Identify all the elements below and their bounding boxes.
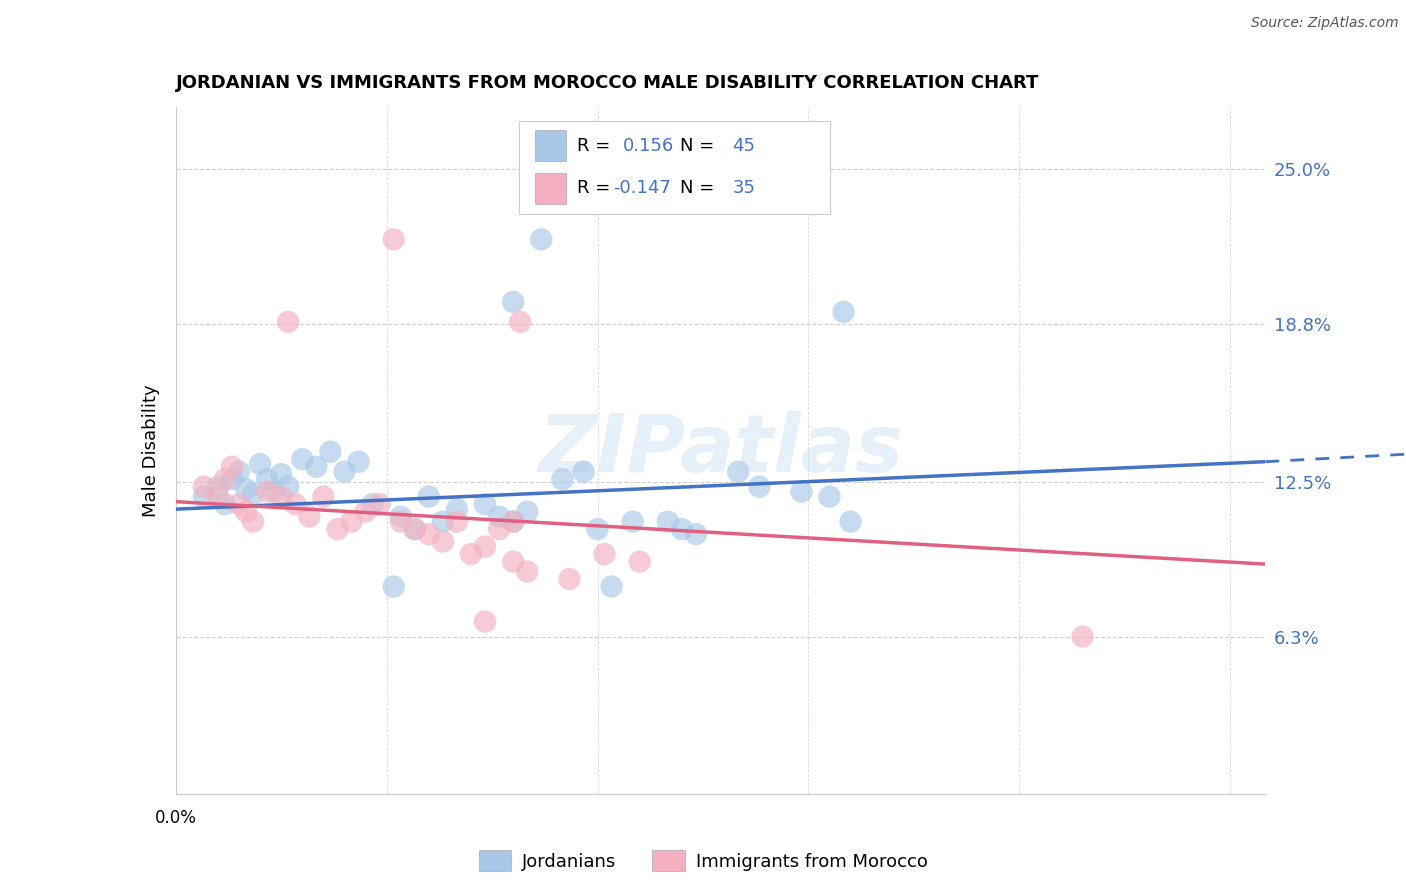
Y-axis label: Male Disability: Male Disability	[142, 384, 160, 516]
Point	[657, 515, 679, 529]
Point	[242, 515, 264, 529]
Point	[382, 232, 405, 246]
Point	[488, 509, 510, 524]
Point	[474, 540, 496, 554]
Point	[382, 580, 405, 594]
FancyBboxPatch shape	[536, 173, 565, 204]
Point	[361, 497, 384, 511]
Text: Source: ZipAtlas.com: Source: ZipAtlas.com	[1251, 16, 1399, 30]
Point	[509, 315, 531, 329]
Point	[530, 232, 553, 246]
Point	[671, 522, 693, 536]
Point	[1071, 630, 1094, 644]
Point	[277, 315, 299, 329]
Point	[193, 490, 215, 504]
Point	[333, 465, 356, 479]
Point	[502, 515, 524, 529]
Point	[277, 480, 299, 494]
Point	[389, 515, 412, 529]
Point	[474, 497, 496, 511]
Point	[235, 482, 257, 496]
Point	[432, 534, 454, 549]
Point	[558, 572, 581, 586]
Point	[516, 505, 538, 519]
Point	[474, 615, 496, 629]
Point	[446, 502, 468, 516]
FancyBboxPatch shape	[536, 130, 565, 161]
Point	[502, 515, 524, 529]
Point	[298, 509, 321, 524]
Point	[685, 527, 707, 541]
Text: 0.156: 0.156	[623, 136, 673, 155]
Point	[221, 472, 243, 486]
Point	[790, 484, 813, 499]
Point	[621, 515, 644, 529]
Text: ZIPatlas: ZIPatlas	[538, 411, 903, 490]
Legend: Jordanians, Immigrants from Morocco: Jordanians, Immigrants from Morocco	[471, 843, 935, 879]
Point	[551, 472, 574, 486]
Point	[319, 444, 342, 458]
Point	[418, 527, 440, 541]
Point	[354, 505, 377, 519]
Point	[502, 294, 524, 309]
Point	[256, 484, 278, 499]
Point	[221, 459, 243, 474]
Text: N =: N =	[681, 179, 720, 197]
Point	[270, 490, 292, 504]
Point	[305, 459, 328, 474]
Point	[418, 490, 440, 504]
Text: R =: R =	[576, 179, 616, 197]
Point	[460, 547, 482, 561]
Point	[839, 515, 862, 529]
Point	[326, 522, 349, 536]
Point	[256, 472, 278, 486]
Point	[368, 497, 391, 511]
Text: R =: R =	[576, 136, 616, 155]
Text: 35: 35	[733, 179, 755, 197]
Point	[270, 467, 292, 482]
Point	[214, 472, 236, 486]
Point	[600, 580, 623, 594]
Point	[263, 484, 285, 499]
Point	[228, 465, 250, 479]
Point	[488, 522, 510, 536]
Point	[446, 515, 468, 529]
Point	[340, 515, 363, 529]
Text: 0.0%: 0.0%	[155, 809, 197, 827]
Point	[228, 497, 250, 511]
Point	[193, 480, 215, 494]
Point	[404, 522, 426, 536]
Point	[572, 465, 595, 479]
Point	[516, 565, 538, 579]
Point	[214, 497, 236, 511]
Point	[818, 490, 841, 504]
Point	[404, 522, 426, 536]
Point	[249, 457, 271, 471]
Point	[291, 452, 314, 467]
Point	[748, 480, 770, 494]
Point	[432, 515, 454, 529]
Point	[312, 490, 335, 504]
Text: 45: 45	[733, 136, 755, 155]
Point	[207, 480, 229, 494]
Text: -0.147: -0.147	[613, 179, 671, 197]
Point	[502, 555, 524, 569]
Point	[242, 487, 264, 501]
Point	[727, 465, 749, 479]
FancyBboxPatch shape	[519, 120, 830, 213]
Point	[347, 455, 370, 469]
Text: N =: N =	[681, 136, 720, 155]
Point	[235, 505, 257, 519]
Text: JORDANIAN VS IMMIGRANTS FROM MOROCCO MALE DISABILITY CORRELATION CHART: JORDANIAN VS IMMIGRANTS FROM MOROCCO MAL…	[176, 74, 1039, 92]
Point	[593, 547, 616, 561]
Point	[832, 305, 855, 319]
Point	[207, 490, 229, 504]
Point	[284, 497, 307, 511]
Point	[389, 509, 412, 524]
Point	[586, 522, 609, 536]
Point	[628, 555, 651, 569]
